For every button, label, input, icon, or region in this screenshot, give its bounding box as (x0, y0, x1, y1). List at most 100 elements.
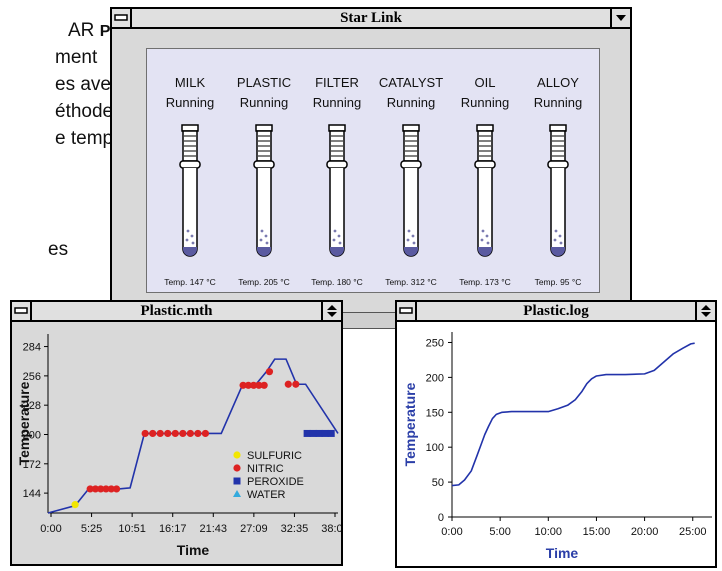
tube-column-alloy[interactable]: ALLOY Running Temp. 95 °C (523, 49, 593, 287)
x-tick-label: 0:00 (40, 523, 61, 535)
tube-column-milk[interactable]: MILK Running Temp. 147 °C (155, 49, 225, 287)
bubble (333, 229, 337, 233)
tube-temperature: Temp. 312 °C (385, 277, 437, 287)
data-point (86, 485, 94, 493)
legend-swatch (233, 464, 241, 472)
y-tick-label: 144 (23, 488, 41, 500)
tube-body (550, 168, 566, 257)
bg-line-3: es avec (55, 74, 121, 95)
bubble (406, 238, 410, 242)
data-point (91, 485, 100, 493)
tube-status: Running (239, 95, 289, 110)
x-tick-label: 10:00 (535, 526, 563, 538)
x-tick-label: 21:43 (200, 523, 228, 535)
data-point (194, 429, 202, 438)
resize-button[interactable] (695, 302, 715, 320)
tube-body (182, 168, 198, 257)
log-title: Plastic.log (523, 303, 589, 319)
tube-cap (328, 124, 346, 132)
log-titlebar[interactable]: Plastic.log (397, 302, 715, 322)
starlink-window: Star Link MILK Running Temp. 147 °C PLAS… (110, 7, 632, 322)
window-menu-icon (114, 14, 128, 21)
log-chart: 0 50 100 150 200 250 0:00 5:00 10:00 15:00 20:00 25… (402, 332, 712, 561)
bubble (264, 234, 268, 238)
window-menu-icon (14, 307, 28, 314)
bubble (265, 241, 269, 245)
data-point (107, 485, 115, 493)
method-title: Plastic.mth (140, 303, 213, 319)
tube-cap (549, 124, 567, 132)
bubble (186, 229, 190, 233)
up-down-arrows-icon (701, 305, 711, 317)
legend-label: SULFURIC (247, 450, 302, 462)
bg-line-4: éthodes (55, 101, 123, 122)
data-point (97, 485, 105, 493)
starlink-titlebar[interactable]: Star Link (112, 9, 630, 29)
tube-liquid (257, 247, 271, 256)
data-point (255, 381, 263, 389)
data-point (171, 429, 179, 438)
starlink-title: Star Link (340, 10, 402, 26)
x-tick-label: 38:01 (321, 523, 341, 535)
window-menu-button[interactable] (112, 9, 132, 27)
y-tick-label: 200 (23, 429, 41, 441)
chevron-down-icon (616, 15, 626, 21)
bubble (411, 234, 415, 238)
tube-column-oil[interactable]: OIL Running Temp. 173 °C (450, 49, 520, 287)
test-tube-graphic (253, 124, 275, 257)
tube-collar (547, 160, 569, 169)
x-tick-label: 32:35 (281, 523, 309, 535)
data-point (164, 429, 172, 438)
test-tube-graphic (326, 124, 348, 257)
bubble (260, 229, 264, 233)
data-point (315, 429, 323, 437)
y-tick-label: 0 (438, 512, 444, 524)
legend-label: NITRIC (247, 463, 284, 475)
data-point (149, 429, 157, 438)
dropdown-button[interactable] (610, 9, 630, 27)
window-menu-icon (399, 307, 413, 314)
bubble (185, 238, 189, 242)
tube-liquid (478, 247, 492, 256)
tube-cap (402, 124, 420, 132)
tube-body (477, 168, 493, 257)
method-titlebar[interactable]: Plastic.mth (12, 302, 341, 322)
tube-column-filter[interactable]: FILTER Running Temp. 180 °C (302, 49, 372, 287)
bubble (553, 238, 557, 242)
data-point (244, 381, 252, 389)
bubble (554, 229, 558, 233)
tube-column-catalyst[interactable]: CATALYST Running Temp. 312 °C (376, 49, 446, 287)
legend-swatch (233, 490, 241, 497)
tube-liquid (551, 247, 565, 256)
data-point (186, 429, 194, 438)
legend-label: WATER (247, 489, 286, 501)
window-menu-button[interactable] (397, 302, 417, 320)
tube-cap (181, 124, 199, 132)
bubble (259, 238, 263, 242)
tube-cap (255, 124, 273, 132)
test-tube-graphic (547, 124, 569, 257)
tube-liquid (404, 247, 418, 256)
data-point (321, 429, 329, 437)
data-point (201, 429, 210, 438)
data-point (71, 501, 79, 509)
tube-status: Running (386, 95, 436, 110)
tube-temperature: Temp. 95 °C (534, 277, 582, 287)
data-point (292, 380, 300, 388)
bubble (558, 234, 562, 238)
legend-label: PEROXIDE (247, 476, 304, 488)
y-tick-label: 228 (23, 400, 41, 412)
data-point (239, 381, 247, 389)
tube-panel: MILK Running Temp. 147 °C PLASTIC Runnin… (146, 48, 600, 293)
data-point (265, 368, 274, 376)
bubble (412, 241, 416, 245)
log-window: Plastic.log 0 50 100 150 200 250 0:00 5:00 10:00… (395, 300, 717, 568)
tube-status: Running (165, 95, 215, 110)
data-point (327, 429, 335, 437)
tube-column-plastic[interactable]: PLASTIC Running Temp. 205 °C (229, 49, 299, 287)
tube-name: PLASTIC (236, 75, 292, 90)
resize-button[interactable] (321, 302, 341, 320)
method-window: Plastic.mth 144 172 200 228 256 284 0:00 5:25 10… (10, 300, 343, 566)
window-menu-button[interactable] (12, 302, 32, 320)
x-tick-label: 25:00 (679, 526, 707, 538)
